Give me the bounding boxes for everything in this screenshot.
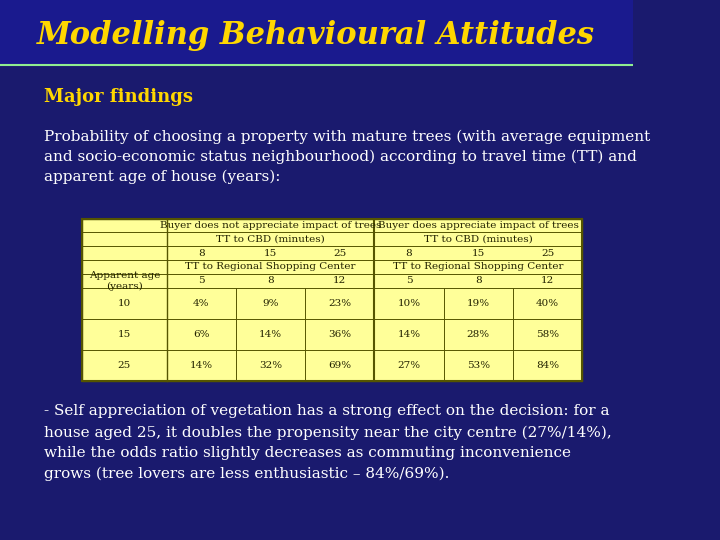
Text: Major findings: Major findings — [45, 88, 193, 106]
Text: 12: 12 — [333, 276, 346, 285]
Text: 28%: 28% — [467, 329, 490, 339]
Text: - Self appreciation of vegetation has a strong effect on the decision: for a
hou: - Self appreciation of vegetation has a … — [45, 404, 612, 481]
Text: 14%: 14% — [189, 361, 212, 370]
Text: 53%: 53% — [467, 361, 490, 370]
FancyBboxPatch shape — [0, 0, 633, 65]
Text: 5: 5 — [405, 276, 413, 285]
Text: TT to Regional Shopping Center: TT to Regional Shopping Center — [185, 262, 356, 272]
Text: 12: 12 — [541, 276, 554, 285]
Text: 8: 8 — [198, 248, 204, 258]
Text: 19%: 19% — [467, 299, 490, 308]
Text: 27%: 27% — [397, 361, 420, 370]
Text: 9%: 9% — [262, 299, 279, 308]
Text: 25: 25 — [118, 361, 131, 370]
Text: 14%: 14% — [397, 329, 420, 339]
Text: 36%: 36% — [328, 329, 351, 339]
Text: 23%: 23% — [328, 299, 351, 308]
Text: 6%: 6% — [193, 329, 210, 339]
Text: 4%: 4% — [193, 299, 210, 308]
Text: 58%: 58% — [536, 329, 559, 339]
Text: 8: 8 — [475, 276, 482, 285]
Text: TT to CBD (minutes): TT to CBD (minutes) — [424, 235, 533, 244]
Text: Buyer does appreciate impact of trees: Buyer does appreciate impact of trees — [378, 221, 579, 230]
Text: 25: 25 — [333, 248, 346, 258]
Text: 32%: 32% — [259, 361, 282, 370]
Text: 15: 15 — [472, 248, 485, 258]
Text: 8: 8 — [267, 276, 274, 285]
Text: 40%: 40% — [536, 299, 559, 308]
FancyBboxPatch shape — [82, 219, 582, 381]
Text: 15: 15 — [264, 248, 277, 258]
Text: 10: 10 — [118, 299, 131, 308]
Text: TT to CBD (minutes): TT to CBD (minutes) — [216, 235, 325, 244]
Text: 5: 5 — [198, 276, 204, 285]
Text: Probability of choosing a property with mature trees (with average equipment
and: Probability of choosing a property with … — [45, 129, 651, 184]
Text: TT to Regional Shopping Center: TT to Regional Shopping Center — [393, 262, 564, 272]
Text: 8: 8 — [405, 248, 413, 258]
Text: 10%: 10% — [397, 299, 420, 308]
Text: Buyer does not appreciate impact of trees: Buyer does not appreciate impact of tree… — [160, 221, 381, 230]
Text: 14%: 14% — [259, 329, 282, 339]
Text: 15: 15 — [118, 329, 131, 339]
Text: 69%: 69% — [328, 361, 351, 370]
Text: Apparent age
(years): Apparent age (years) — [89, 271, 160, 291]
Text: 84%: 84% — [536, 361, 559, 370]
Text: 25: 25 — [541, 248, 554, 258]
Text: Modelling Behavioural Attitudes: Modelling Behavioural Attitudes — [37, 19, 595, 51]
